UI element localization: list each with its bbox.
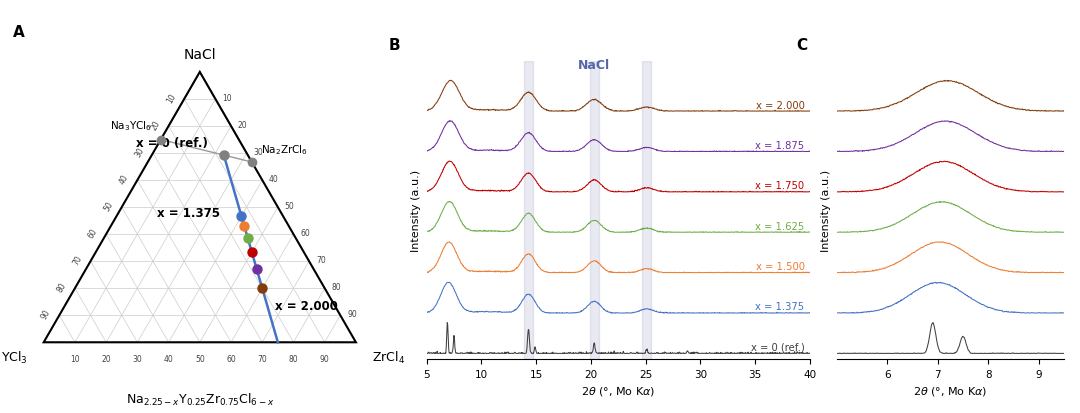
Text: x = 1.375: x = 1.375 bbox=[755, 302, 805, 312]
Text: 40: 40 bbox=[269, 175, 279, 183]
Text: 40: 40 bbox=[164, 354, 174, 363]
Text: x = 1.750: x = 1.750 bbox=[755, 181, 805, 191]
Text: 90: 90 bbox=[40, 307, 53, 320]
Text: x = 1.500: x = 1.500 bbox=[756, 261, 805, 271]
Text: 20: 20 bbox=[149, 119, 162, 131]
Text: Na$_{2.25-x}$Y$_{0.25}$Zr$_{0.75}$Cl$_{6-x}$: Na$_{2.25-x}$Y$_{0.25}$Zr$_{0.75}$Cl$_{6… bbox=[125, 391, 274, 407]
Text: Na$_2$ZrCl$_6$: Na$_2$ZrCl$_6$ bbox=[261, 142, 308, 157]
Text: 90: 90 bbox=[347, 309, 356, 318]
Y-axis label: Intensity (a.u.): Intensity (a.u.) bbox=[822, 170, 832, 252]
Text: A: A bbox=[13, 25, 24, 40]
Text: 30: 30 bbox=[254, 147, 264, 157]
Text: 60: 60 bbox=[300, 228, 310, 237]
Text: 30: 30 bbox=[133, 354, 143, 363]
Bar bbox=[590, 62, 598, 359]
Text: 40: 40 bbox=[118, 173, 131, 185]
Text: x = 2.000: x = 2.000 bbox=[274, 299, 338, 312]
Text: ZrCl$_4$: ZrCl$_4$ bbox=[372, 349, 405, 365]
Text: B: B bbox=[389, 38, 400, 53]
Text: YCl$_3$: YCl$_3$ bbox=[1, 349, 28, 365]
Text: 70: 70 bbox=[71, 254, 83, 266]
Text: 80: 80 bbox=[332, 282, 341, 292]
Y-axis label: Intensity (a.u.): Intensity (a.u.) bbox=[411, 170, 421, 252]
Text: 10: 10 bbox=[70, 354, 80, 363]
Text: 50: 50 bbox=[194, 354, 205, 363]
Text: 70: 70 bbox=[316, 256, 326, 264]
Text: 20: 20 bbox=[238, 121, 247, 130]
Text: 60: 60 bbox=[86, 227, 99, 240]
Text: 80: 80 bbox=[288, 354, 298, 363]
Text: x = 1.375: x = 1.375 bbox=[157, 207, 219, 220]
Text: x = 2.000: x = 2.000 bbox=[756, 100, 805, 110]
Text: x = 1.875: x = 1.875 bbox=[755, 140, 805, 151]
Text: 90: 90 bbox=[320, 354, 329, 363]
Text: 60: 60 bbox=[226, 354, 235, 363]
Text: 50: 50 bbox=[285, 202, 295, 211]
Text: 80: 80 bbox=[55, 280, 68, 293]
Text: 50: 50 bbox=[103, 199, 114, 213]
Text: x = 0 (ref.): x = 0 (ref.) bbox=[136, 137, 208, 150]
Text: 20: 20 bbox=[102, 354, 111, 363]
Text: NaCl: NaCl bbox=[184, 48, 216, 62]
Text: 10: 10 bbox=[165, 92, 177, 104]
Bar bbox=[643, 62, 651, 359]
Text: 30: 30 bbox=[134, 146, 146, 159]
Text: 70: 70 bbox=[257, 354, 267, 363]
Text: C: C bbox=[796, 38, 808, 53]
Text: 10: 10 bbox=[222, 94, 232, 103]
Text: x = 0 (ref.): x = 0 (ref.) bbox=[751, 342, 805, 352]
Text: Na$_3$YCl$_6$: Na$_3$YCl$_6$ bbox=[109, 119, 151, 133]
Text: NaCl: NaCl bbox=[578, 59, 610, 71]
Bar bbox=[524, 62, 532, 359]
Text: x = 1.625: x = 1.625 bbox=[755, 221, 805, 231]
X-axis label: 2$\theta$ ($\degree$, Mo K$\alpha$): 2$\theta$ ($\degree$, Mo K$\alpha$) bbox=[914, 385, 987, 397]
X-axis label: 2$\theta$ ($\degree$, Mo K$\alpha$): 2$\theta$ ($\degree$, Mo K$\alpha$) bbox=[581, 385, 656, 397]
